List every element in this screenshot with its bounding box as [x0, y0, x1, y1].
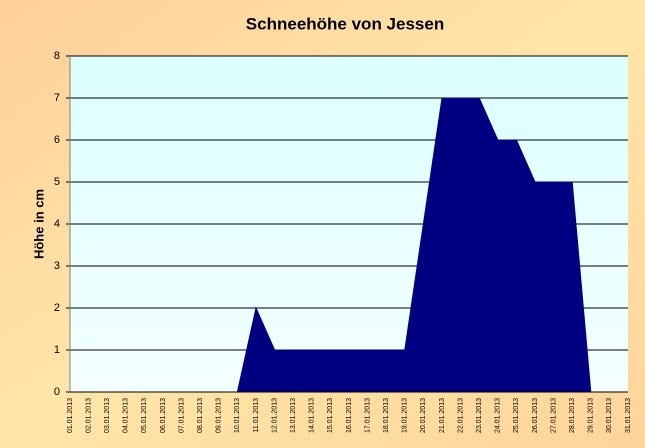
x-tick-label: 18.01.2013: [383, 398, 390, 433]
x-tick-label: 25.01.2013: [513, 398, 520, 433]
x-tick-label: 28.01.2013: [569, 398, 576, 433]
x-tick-label: 19.01.2013: [402, 398, 409, 433]
x-tick-label: 07.01.2013: [178, 398, 185, 433]
x-tick-label: 24.01.2013: [495, 398, 502, 433]
x-tick-label: 10.01.2013: [234, 398, 241, 433]
y-tick-label: 4: [54, 218, 60, 230]
x-tick-label: 08.01.2013: [197, 398, 204, 433]
y-tick-label: 5: [54, 176, 60, 188]
y-tick-label: 0: [54, 386, 60, 398]
x-tick-label: 16.01.2013: [346, 398, 353, 433]
x-tick-label: 06.01.2013: [160, 398, 167, 433]
x-tick-label: 02.01.2013: [85, 398, 92, 433]
x-tick-label: 21.01.2013: [439, 398, 446, 433]
x-tick-label: 17.01.2013: [364, 398, 371, 433]
x-tick-label: 29.01.2013: [588, 398, 595, 433]
x-tick-label: 27.01.2013: [550, 398, 557, 433]
x-tick-label: 30.01.2013: [606, 398, 613, 433]
x-tick-label: 14.01.2013: [309, 398, 316, 433]
x-tick-label: 20.01.2013: [420, 398, 427, 433]
x-tick-label: 22.01.2013: [457, 398, 464, 433]
x-tick-label: 12.01.2013: [271, 398, 278, 433]
x-tick-label: 23.01.2013: [476, 398, 483, 433]
x-tick-label: 15.01.2013: [327, 398, 334, 433]
y-tick-label: 1: [54, 344, 60, 356]
y-tick-label: 7: [54, 92, 60, 104]
x-tick-label: 03.01.2013: [104, 398, 111, 433]
y-tick-label: 8: [54, 50, 60, 62]
x-tick-label: 05.01.2013: [141, 398, 148, 433]
y-tick-label: 2: [54, 302, 60, 314]
y-axis-label: Höhe in cm: [31, 189, 46, 259]
y-tick-label: 6: [54, 134, 60, 146]
x-tick-label: 09.01.2013: [216, 398, 223, 433]
x-tick-label: 31.01.2013: [625, 398, 632, 433]
x-tick-label: 26.01.2013: [532, 398, 539, 433]
x-tick-label: 11.01.2013: [253, 398, 260, 433]
y-tick-label: 3: [54, 260, 60, 272]
x-tick-label: 04.01.2013: [123, 398, 130, 433]
chart-title: Schneehöhe von Jessen: [246, 14, 444, 33]
x-tick-label: 13.01.2013: [290, 398, 297, 433]
x-tick-label: 01.01.2013: [67, 398, 74, 433]
